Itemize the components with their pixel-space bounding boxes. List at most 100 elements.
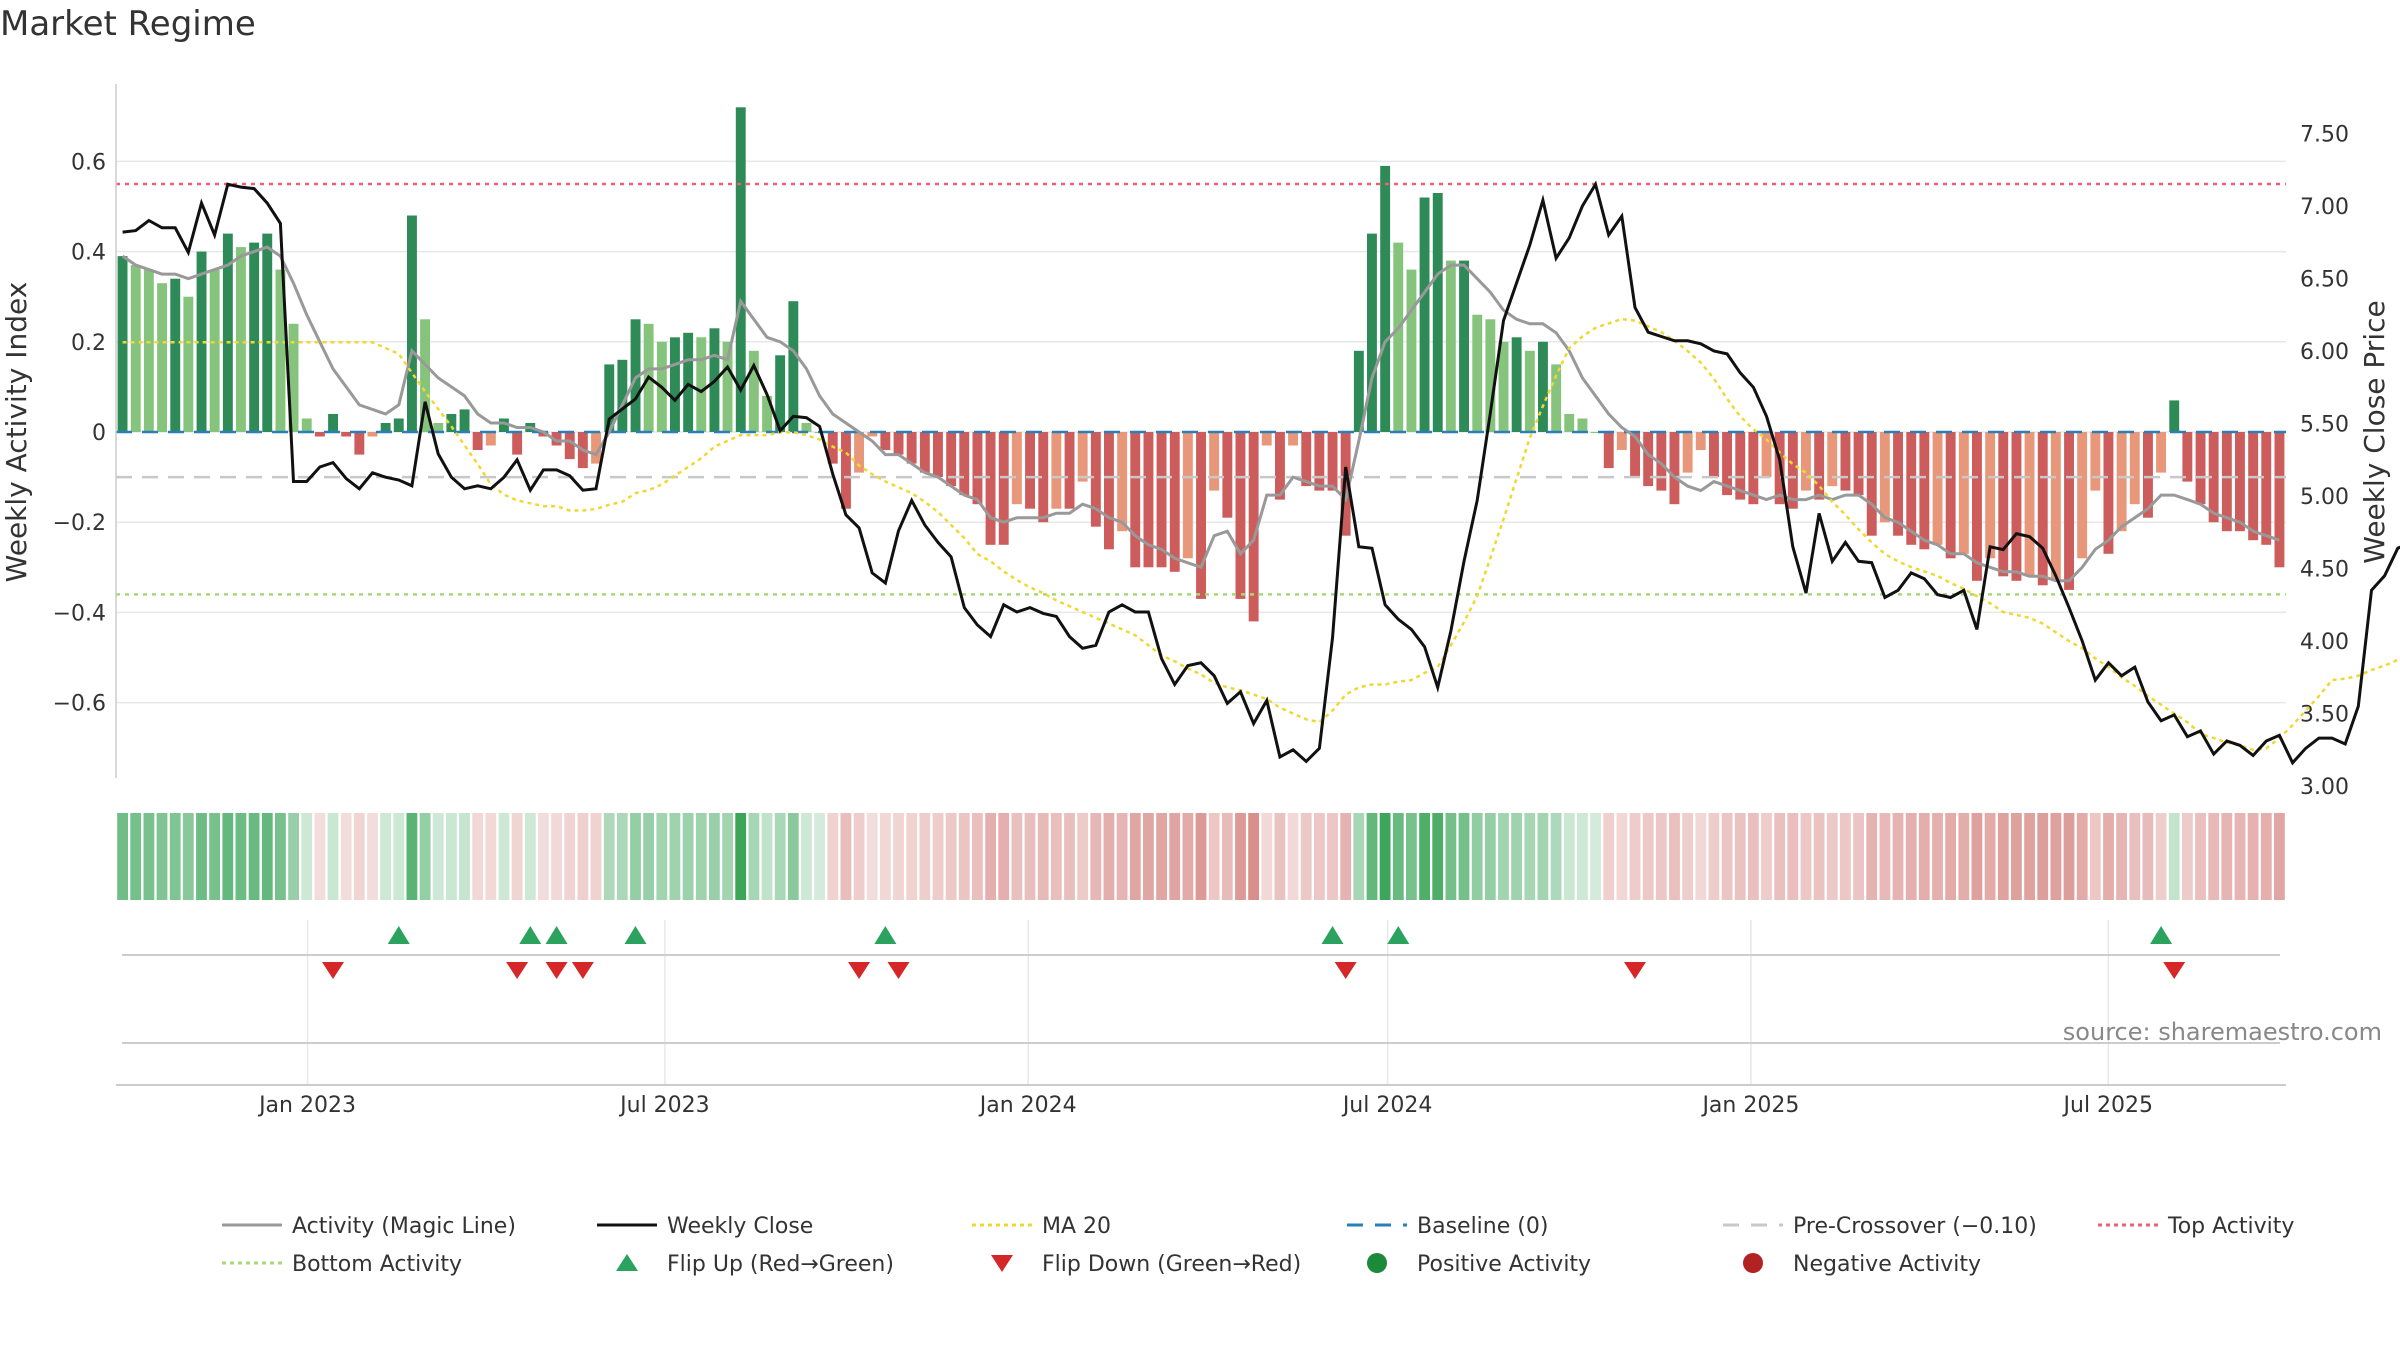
heat-cell — [722, 813, 733, 900]
activity-bar — [2064, 432, 2074, 590]
activity-bar — [1406, 269, 1417, 432]
heat-cell — [1327, 813, 1338, 900]
activity-bar — [1314, 432, 1325, 491]
legend: Activity (Magic Line) Weekly Close MA 20 Ba… — [222, 1214, 2294, 1277]
right-tick-label: 6.00 — [2300, 340, 2349, 365]
activity-bar — [1893, 432, 1903, 536]
heat-cell — [919, 813, 931, 900]
heat-cell — [2195, 813, 2206, 900]
heat-cell — [1471, 813, 1483, 900]
activity-bar — [433, 423, 444, 432]
activity-bar — [1235, 432, 1246, 599]
heat-cell — [1826, 813, 1838, 900]
activity-bar — [919, 432, 930, 473]
legend-item: Weekly Close — [597, 1214, 813, 1239]
heat-cell — [735, 813, 747, 900]
activity-bar — [2235, 432, 2245, 532]
heat-cell — [1918, 813, 1930, 900]
activity-bar — [1077, 432, 1088, 482]
activity-bar — [1656, 432, 1667, 491]
activity-bar — [630, 319, 641, 433]
activity-bar — [262, 233, 273, 432]
heat-cell — [643, 813, 654, 900]
heat-cell — [787, 813, 799, 900]
heat-cell — [2037, 813, 2049, 900]
heat-cell — [130, 813, 142, 900]
heat-cell — [1577, 813, 1588, 900]
flip-up-marker — [624, 926, 647, 944]
heat-cell — [498, 813, 510, 900]
heat-cell — [538, 813, 549, 900]
heat-cell — [1037, 813, 1049, 900]
activity-bar — [2248, 432, 2259, 541]
activity-bar — [1866, 432, 1877, 536]
activity-bar — [2103, 432, 2114, 554]
x-tick-label: Jan 2023 — [257, 1093, 356, 1118]
activity-bar — [1419, 197, 1430, 432]
activity-bar — [354, 432, 365, 455]
right-tick-label: 4.00 — [2300, 630, 2349, 655]
heat-cell — [1879, 813, 1891, 900]
activity-bar — [1669, 432, 1680, 505]
heat-cell — [1261, 813, 1273, 900]
heat-cell — [1156, 813, 1167, 900]
activity-bar — [1051, 432, 1062, 509]
activity-bar — [893, 432, 904, 455]
legend-item: Bottom Activity — [222, 1252, 462, 1277]
activity-bar — [762, 395, 772, 432]
activity-bar — [1011, 432, 1022, 505]
heat-cell — [2168, 813, 2180, 900]
heat-cell — [1340, 813, 1352, 900]
heat-cell — [1655, 813, 1667, 900]
heat-cell — [1353, 813, 1365, 900]
ma20-line — [122, 317, 2399, 752]
legend-label: Baseline (0) — [1417, 1214, 1548, 1239]
activity-bar — [301, 418, 312, 432]
heat-cell — [459, 813, 470, 900]
activity-bar — [288, 323, 299, 432]
heat-cell — [814, 813, 825, 900]
heat-cell — [1445, 813, 1457, 900]
heat-cell — [998, 813, 1010, 900]
heat-cell — [327, 813, 339, 900]
heat-cell — [669, 813, 681, 900]
heat-cell — [248, 813, 260, 900]
activity-bar — [1814, 432, 1825, 500]
activity-bar — [1524, 350, 1535, 432]
activity-bar — [1722, 432, 1732, 496]
heat-cell — [314, 813, 326, 900]
x-tick-label: Jul 2024 — [1341, 1093, 1433, 1118]
activity-bar — [1327, 432, 1338, 491]
legend-swatch — [1367, 1253, 1387, 1273]
heat-cell — [1050, 813, 1062, 900]
heat-cell — [1616, 813, 1628, 900]
heat-cell — [1708, 813, 1720, 900]
legend-swatch — [616, 1254, 638, 1271]
heat-cell — [2050, 813, 2062, 900]
left-tick-label: 0.4 — [71, 241, 106, 266]
activity-bar — [1209, 432, 1220, 491]
heat-cell — [1787, 813, 1799, 900]
activity-bar — [380, 423, 391, 432]
heat-cell — [1761, 813, 1772, 900]
heat-cell — [972, 813, 983, 900]
heat-cell — [1077, 813, 1088, 900]
activity-bar — [1577, 418, 1588, 432]
activity-bar — [1143, 432, 1154, 568]
heat-cell — [853, 813, 865, 900]
legend-swatch — [991, 1255, 1013, 1272]
heat-cell — [380, 813, 391, 900]
heat-cell — [1432, 813, 1444, 900]
activity-bar — [591, 432, 601, 464]
heat-cell — [1905, 813, 1917, 900]
activity-bar — [1367, 233, 1377, 432]
activity-bars — [117, 107, 2285, 622]
heat-cell — [577, 813, 589, 900]
heat-cell — [301, 813, 313, 900]
heat-cell — [261, 813, 273, 900]
legend-item: Activity (Magic Line) — [222, 1214, 516, 1239]
heat-cell — [2274, 813, 2285, 900]
activity-bar — [1853, 432, 1864, 496]
activity-bar — [1498, 341, 1509, 432]
activity-bar — [788, 301, 799, 432]
